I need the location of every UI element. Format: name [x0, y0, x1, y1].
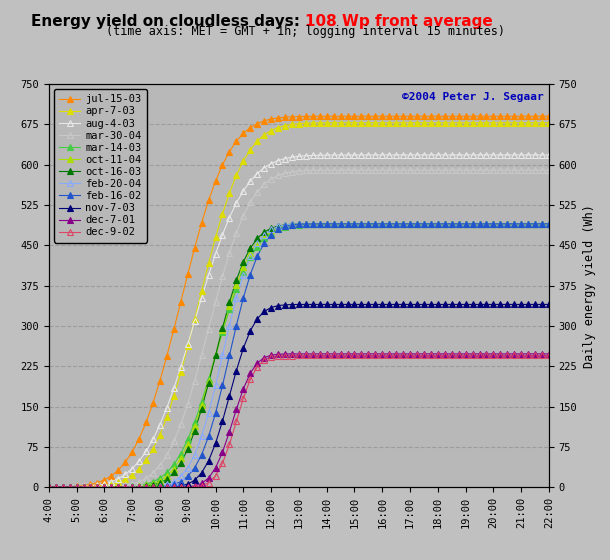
Text: 108 Wp front average: 108 Wp front average: [305, 14, 493, 29]
Text: Energy yield on cloudless days:: Energy yield on cloudless days:: [30, 14, 305, 29]
Text: ©2004 Peter J. Segaar: ©2004 Peter J. Segaar: [402, 92, 544, 102]
Legend: jul-15-03, apr-7-03, aug-4-03, mar-30-04, mar-14-03, oct-11-04, oct-16-03, feb-2: jul-15-03, apr-7-03, aug-4-03, mar-30-04…: [54, 89, 147, 242]
Text: (time axis: MET = GMT + 1h; logging interval 15 minutes): (time axis: MET = GMT + 1h; logging inte…: [106, 25, 504, 38]
Y-axis label: Daily energy yield (Wh): Daily energy yield (Wh): [583, 204, 596, 367]
